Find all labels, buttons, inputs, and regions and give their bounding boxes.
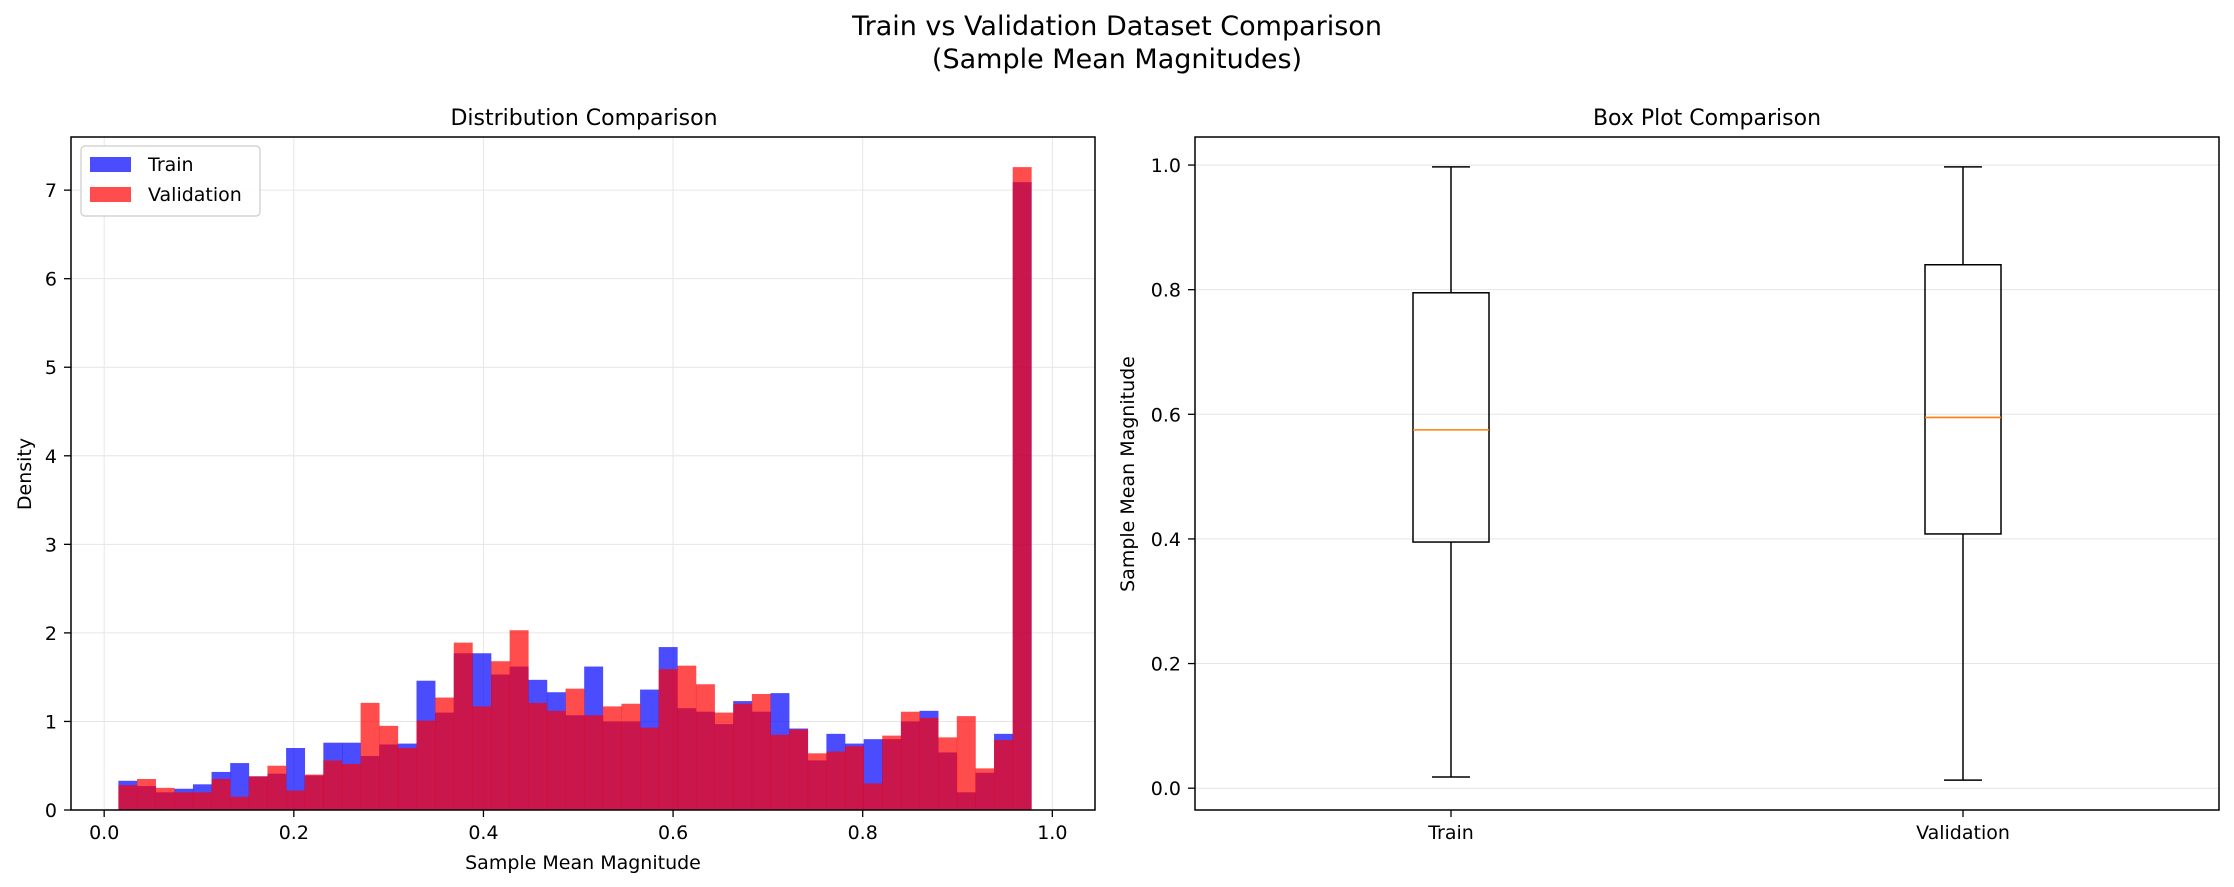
bar-validation-16 bbox=[416, 720, 436, 810]
bar-validation-32 bbox=[714, 712, 734, 810]
bar-validation-7 bbox=[248, 776, 268, 810]
bar-validation-31 bbox=[695, 684, 715, 810]
histogram-ticks: 0.0 0.2 0.4 0.6 0.8 1.0 0 1 2 3 4 5 6 7 bbox=[45, 180, 1068, 844]
figure-subtitle: (Sample Mean Magnitudes) bbox=[932, 44, 1302, 75]
bar-validation-42 bbox=[900, 711, 920, 810]
bar-validation-24 bbox=[565, 688, 585, 810]
bar-validation-26 bbox=[602, 706, 622, 810]
bar-validation-48 bbox=[1012, 167, 1032, 810]
bar-validation-12 bbox=[341, 763, 361, 810]
x-tick-label-3: 0.6 bbox=[658, 822, 688, 844]
bar-validation-18 bbox=[453, 642, 473, 810]
box-y-tick-label-3: 0.6 bbox=[1151, 404, 1181, 426]
box-y-tick-label-4: 0.8 bbox=[1151, 280, 1181, 302]
boxplot-ticks: Train Validation 0.0 0.2 0.4 0.6 0.8 1.0 bbox=[1151, 155, 2010, 844]
bar-validation-47 bbox=[994, 740, 1014, 810]
histogram-x-axis-label: Sample Mean Magnitude bbox=[465, 852, 701, 874]
bar-validation-27 bbox=[621, 703, 641, 810]
boxplot-boxes bbox=[1412, 166, 2002, 781]
bar-validation-35 bbox=[770, 734, 790, 810]
bar-validation-28 bbox=[640, 727, 660, 810]
histogram-bars bbox=[118, 167, 1032, 810]
y-tick-label-0: 0 bbox=[45, 800, 57, 822]
y-tick-label-7: 7 bbox=[45, 180, 57, 202]
bar-validation-14 bbox=[379, 725, 399, 810]
x-tick-label-1: 0.2 bbox=[279, 822, 309, 844]
bar-validation-6 bbox=[230, 796, 250, 810]
bar-validation-23 bbox=[546, 710, 566, 810]
bar-validation-39 bbox=[845, 746, 864, 810]
histogram-axes-frame bbox=[70, 136, 1096, 811]
bar-validation-0 bbox=[118, 785, 138, 810]
y-tick-label-5: 5 bbox=[45, 357, 57, 379]
boxplot-title: Box Plot Comparison bbox=[1593, 106, 1821, 131]
bar-validation-22 bbox=[528, 702, 548, 810]
bar-validation-25 bbox=[584, 715, 604, 810]
y-tick-label-2: 2 bbox=[45, 623, 57, 645]
boxplot-grid bbox=[1195, 164, 2219, 789]
legend-swatch-train bbox=[90, 157, 131, 172]
x-tick-label-5: 1.0 bbox=[1037, 822, 1067, 844]
bar-validation-17 bbox=[435, 697, 455, 810]
boxplot-axes-frame bbox=[1194, 136, 2220, 811]
histogram-legend: Train Validation bbox=[80, 145, 261, 217]
bar-validation-3 bbox=[174, 792, 194, 810]
histogram-title: Distribution Comparison bbox=[450, 106, 717, 131]
boxplot-panel: Box Plot Comparison Train Validation 0.0 0.… bbox=[1117, 106, 2220, 844]
boxplot-y-axis-label: Sample Mean Magnitude bbox=[1117, 356, 1139, 592]
legend-label-train: Train bbox=[147, 154, 194, 176]
x-tick-label-4: 0.8 bbox=[848, 822, 878, 844]
bar-validation-5 bbox=[211, 779, 231, 810]
figure-title: Train vs Validation Dataset Comparison bbox=[851, 11, 1382, 42]
x-tick-label-0: 0.0 bbox=[89, 822, 119, 844]
bar-validation-40 bbox=[863, 783, 883, 810]
bar-validation-9 bbox=[286, 790, 306, 810]
bar-validation-44 bbox=[938, 737, 958, 810]
bar-validation-46 bbox=[975, 768, 995, 810]
y-tick-label-3: 3 bbox=[45, 534, 57, 556]
bar-validation-43 bbox=[919, 717, 939, 810]
box-train bbox=[1412, 292, 1490, 543]
bar-validation-13 bbox=[360, 702, 380, 810]
bar-validation-15 bbox=[397, 748, 417, 810]
bar-validation-37 bbox=[807, 753, 827, 810]
bar-validation-11 bbox=[323, 760, 343, 810]
histogram-y-axis-label: Density bbox=[14, 438, 36, 510]
histogram-grid bbox=[71, 137, 1095, 811]
bar-validation-8 bbox=[267, 765, 287, 810]
box-y-tick-label-0: 0.0 bbox=[1151, 778, 1181, 800]
category-tick-label-validation: Validation bbox=[1916, 822, 2010, 844]
x-tick-label-2: 0.4 bbox=[468, 822, 498, 844]
bar-validation-33 bbox=[733, 703, 753, 810]
bar-validation-30 bbox=[677, 665, 697, 810]
box-validation bbox=[1924, 263, 2002, 535]
bar-validation-10 bbox=[304, 774, 324, 810]
bar-validation-34 bbox=[751, 693, 771, 810]
bar-validation-36 bbox=[789, 729, 809, 810]
bar-validation-38 bbox=[826, 751, 846, 810]
histogram-panel: Distribution Comparison 0.0 0.2 0.4 0.6 0.8 1… bbox=[14, 106, 1096, 874]
y-tick-label-6: 6 bbox=[45, 269, 57, 291]
bar-validation-45 bbox=[956, 716, 976, 810]
y-tick-label-4: 4 bbox=[45, 446, 57, 468]
legend-label-validation: Validation bbox=[148, 184, 242, 206]
bar-validation-21 bbox=[509, 630, 529, 810]
box-y-tick-label-5: 1.0 bbox=[1151, 155, 1181, 177]
bar-validation-41 bbox=[882, 735, 902, 810]
bar-validation-1 bbox=[137, 779, 156, 810]
category-tick-label-train: Train bbox=[1427, 822, 1474, 844]
y-tick-label-1: 1 bbox=[45, 711, 57, 733]
bar-validation-2 bbox=[155, 787, 175, 810]
box-y-tick-label-2: 0.4 bbox=[1151, 529, 1181, 551]
legend-swatch-validation bbox=[90, 187, 131, 202]
bar-validation-20 bbox=[491, 661, 510, 810]
bar-validation-19 bbox=[472, 706, 492, 810]
box-y-tick-label-1: 0.2 bbox=[1151, 654, 1181, 676]
bar-validation-4 bbox=[192, 792, 212, 810]
bar-validation-29 bbox=[658, 669, 678, 810]
